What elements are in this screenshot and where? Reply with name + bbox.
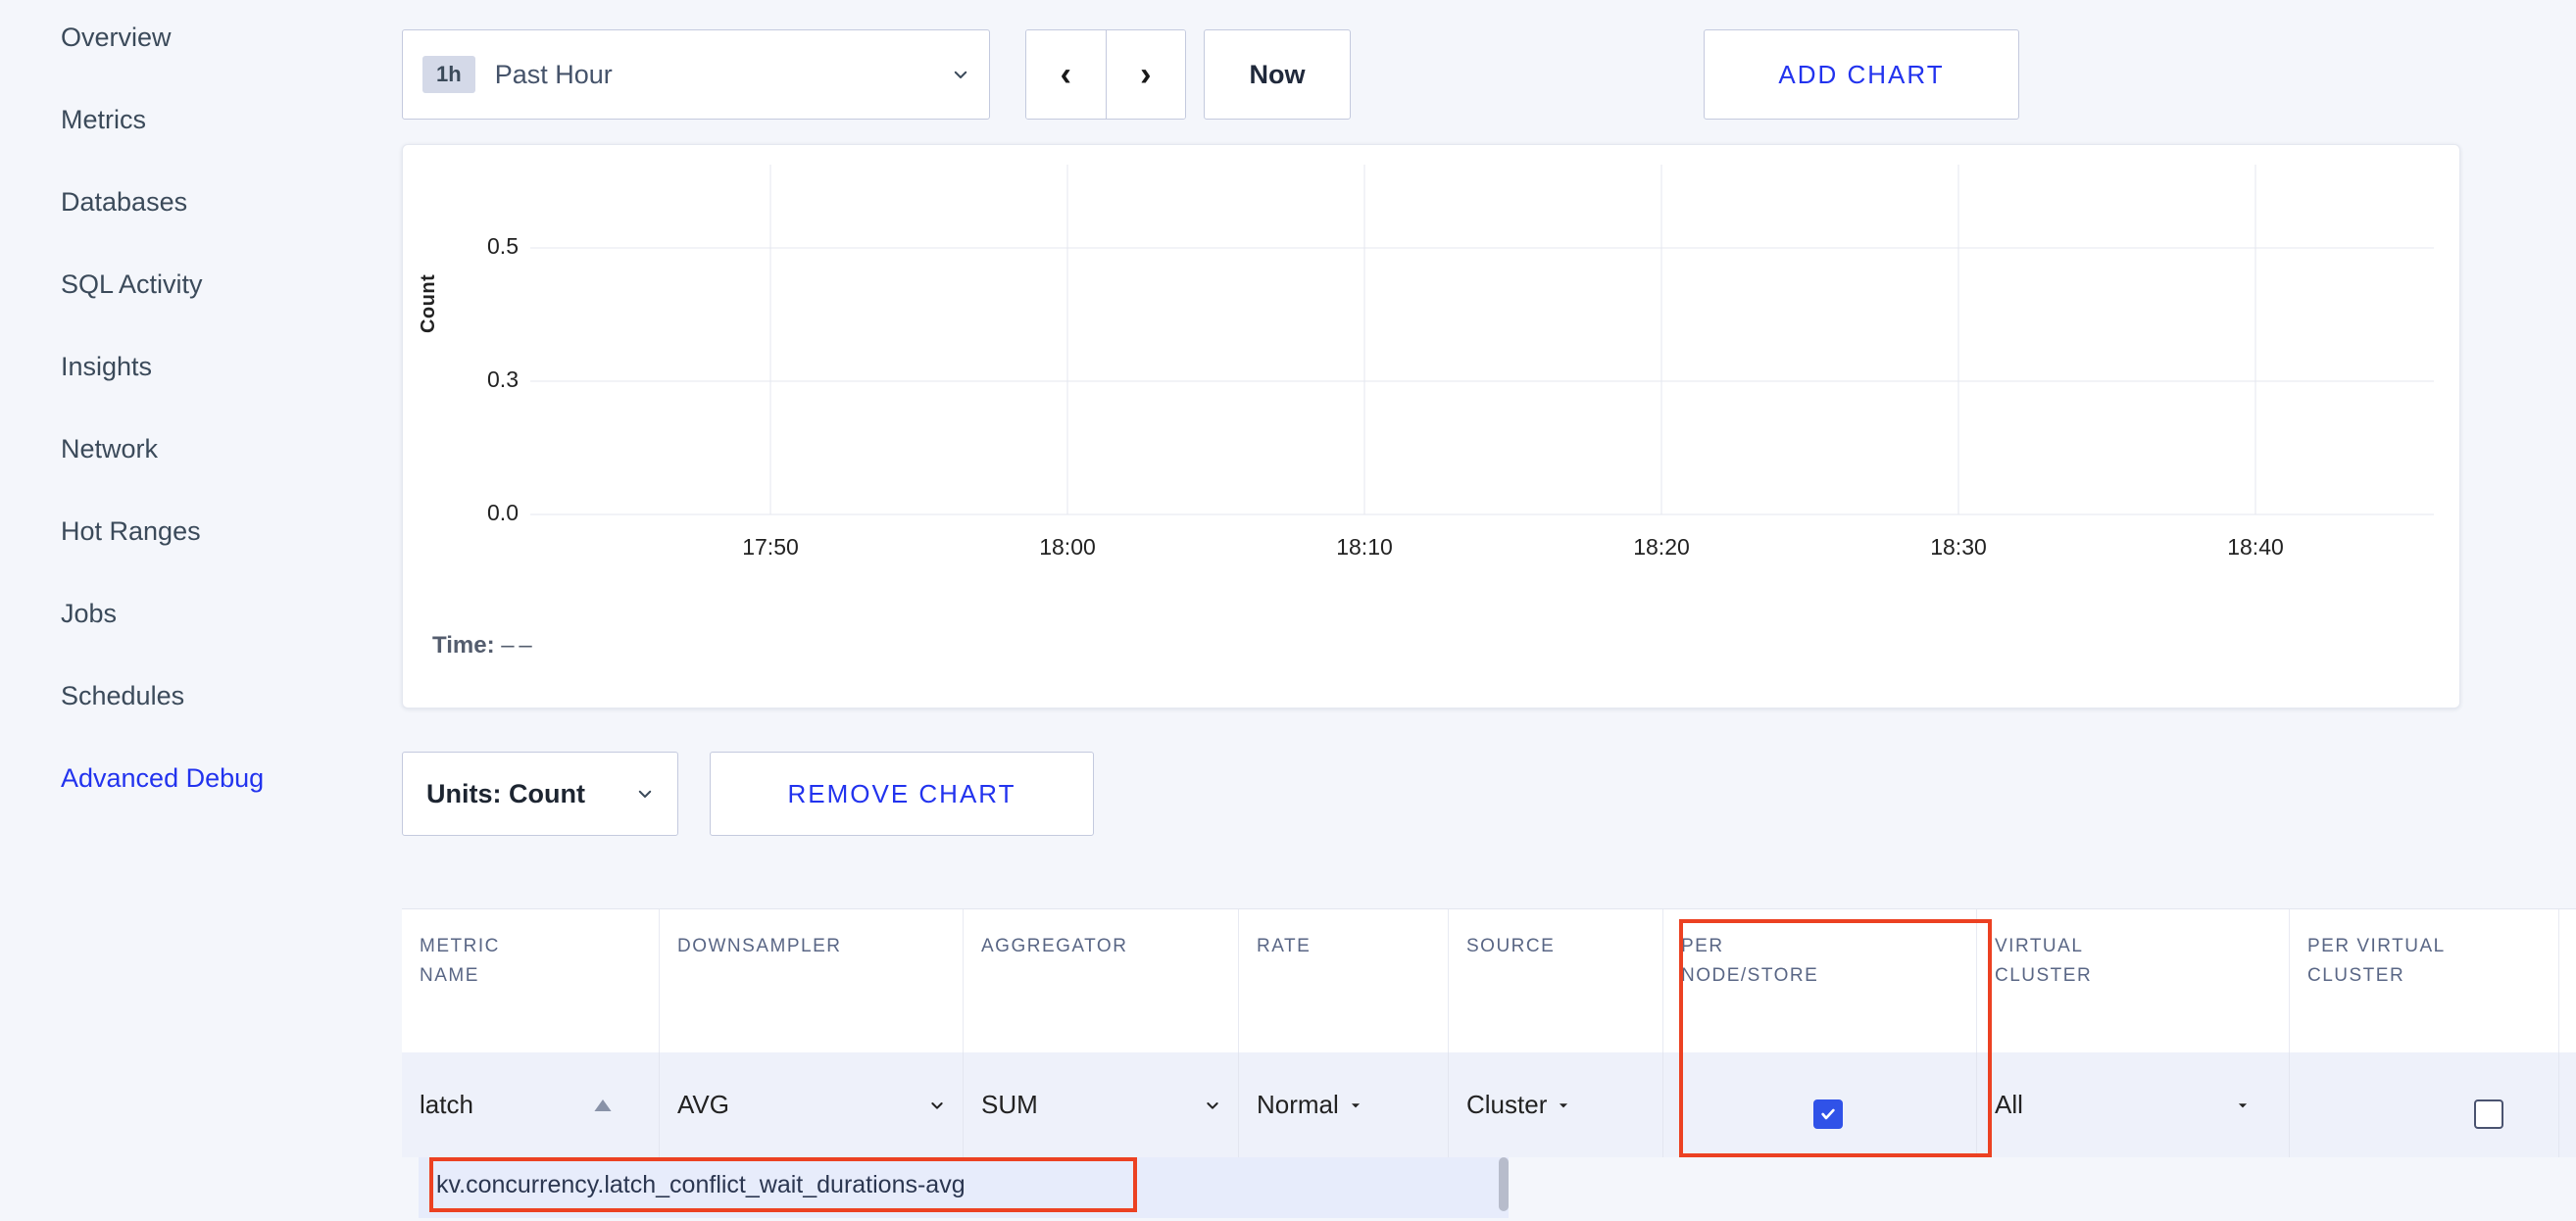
svg-text:17:50: 17:50 xyxy=(742,534,799,560)
svg-text:18:30: 18:30 xyxy=(1930,534,1987,560)
svg-text:0.3: 0.3 xyxy=(487,366,519,392)
svg-text:0.0: 0.0 xyxy=(487,500,519,525)
svg-text:18:40: 18:40 xyxy=(2227,534,2284,560)
svg-text:18:00: 18:00 xyxy=(1039,534,1096,560)
svg-text:18:10: 18:10 xyxy=(1336,534,1393,560)
svg-text:18:20: 18:20 xyxy=(1633,534,1690,560)
svg-text:0.5: 0.5 xyxy=(487,233,519,259)
